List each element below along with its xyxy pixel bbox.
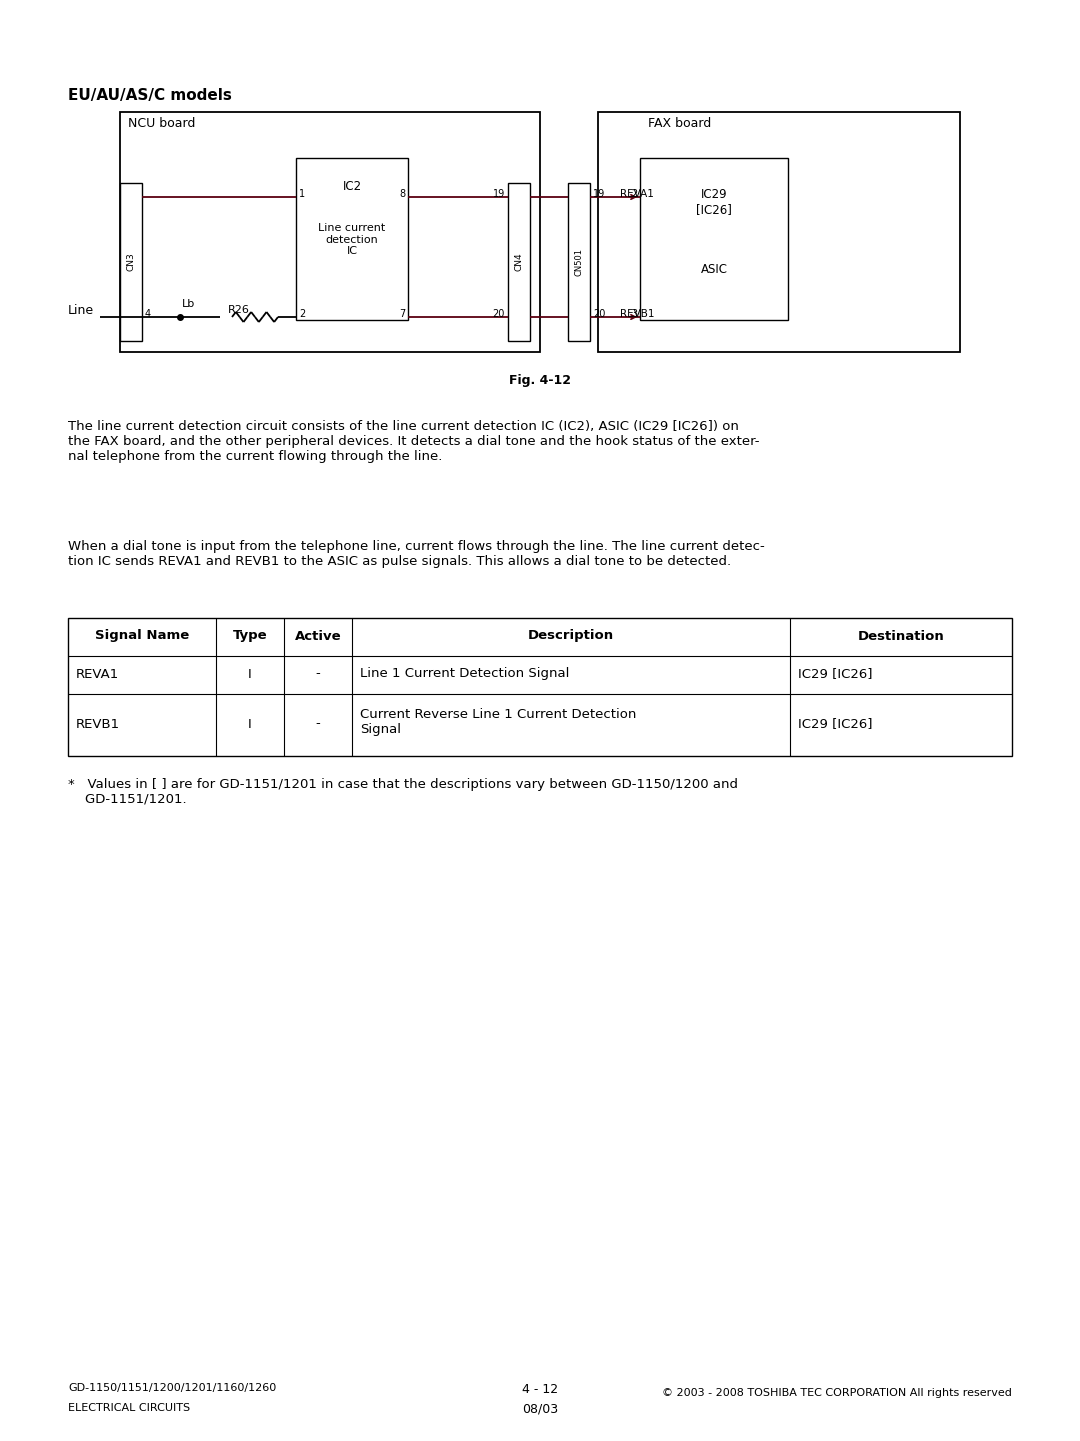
Bar [120,112,540,352]
Text: 08/03: 08/03 [522,1404,558,1417]
Text: 2: 2 [299,308,306,318]
Text: FAX board: FAX board [648,117,712,130]
Text: REVA1: REVA1 [76,667,119,680]
Bar [568,183,590,342]
Text: Destination: Destination [858,630,944,643]
Text: 7: 7 [399,308,405,318]
Text: Type: Type [232,630,268,643]
Text: Lb: Lb [183,298,195,308]
Text: IC29 [IC26]: IC29 [IC26] [798,718,873,731]
Text: R26: R26 [228,305,249,316]
Text: © 2003 - 2008 TOSHIBA TEC CORPORATION All rights reserved: © 2003 - 2008 TOSHIBA TEC CORPORATION Al… [662,1388,1012,1398]
Text: ELECTRICAL CIRCUITS: ELECTRICAL CIRCUITS [68,1404,190,1414]
Text: CN4: CN4 [514,252,524,271]
Bar [120,183,141,342]
Bar [68,618,1012,757]
Text: Signal Name: Signal Name [95,630,189,643]
Text: CN3: CN3 [126,252,135,271]
Text: NCU board: NCU board [129,117,195,130]
Text: Description: Description [528,630,615,643]
Text: 4 - 12: 4 - 12 [522,1383,558,1396]
Text: The line current detection circuit consists of the line current detection IC (IC: The line current detection circuit consi… [68,419,759,463]
Text: 8: 8 [399,189,405,199]
Bar [598,112,960,352]
Text: IC2: IC2 [342,180,362,193]
Text: When a dial tone is input from the telephone line, current flows through the lin: When a dial tone is input from the telep… [68,540,765,568]
Text: 20: 20 [492,308,505,318]
Text: REVB1: REVB1 [76,718,120,731]
Text: I: I [248,667,252,680]
Text: IC29 [IC26]: IC29 [IC26] [798,667,873,680]
Text: REVA1: REVA1 [620,189,653,199]
Text: 19: 19 [593,189,605,199]
Text: 4: 4 [145,308,151,318]
Text: -: - [315,667,321,680]
Text: GD-1150/1151/1200/1201/1160/1260: GD-1150/1151/1200/1201/1160/1260 [68,1383,276,1393]
Text: 3: 3 [631,308,637,318]
Text: Current Reverse Line 1 Current Detection
Signal: Current Reverse Line 1 Current Detection… [360,708,636,736]
Bar [296,159,408,320]
Text: 19: 19 [492,189,505,199]
Bar [640,159,788,320]
Bar [508,183,530,342]
Text: ASIC: ASIC [701,264,728,277]
Text: IC29
[IC26]: IC29 [IC26] [697,187,732,216]
Text: 20: 20 [593,308,606,318]
Text: Line current
detection
IC: Line current detection IC [319,223,386,256]
Text: EU/AU/AS/C models: EU/AU/AS/C models [68,88,232,102]
Text: CN501: CN501 [575,248,583,277]
Text: *   Values in [ ] are for GD-1151/1201 in case that the descriptions vary betwee: * Values in [ ] are for GD-1151/1201 in … [68,778,738,806]
Text: REVB1: REVB1 [620,308,654,318]
Text: 2: 2 [631,189,637,199]
Text: 1: 1 [299,189,306,199]
Text: Line: Line [68,304,94,317]
Text: Line 1 Current Detection Signal: Line 1 Current Detection Signal [360,667,569,680]
Text: Fig. 4-12: Fig. 4-12 [509,375,571,388]
Text: -: - [315,718,321,731]
Text: I: I [248,718,252,731]
Text: Active: Active [295,630,341,643]
